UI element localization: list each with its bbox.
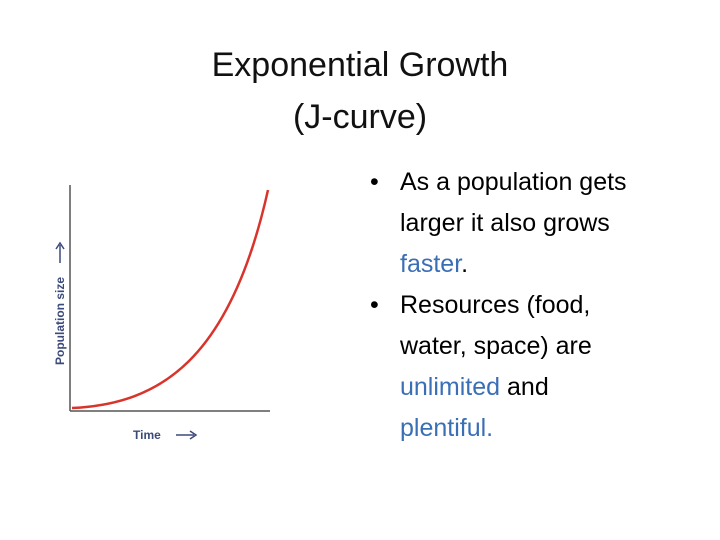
x-arrow-head	[189, 430, 198, 440]
y-arrow-head	[55, 241, 65, 250]
bullet-text: .	[461, 250, 469, 278]
figure: Population size Time	[53, 185, 270, 442]
bullet-text: Resources (food, water, space) are	[400, 291, 592, 360]
bullet-text: As a population gets larger it also grow…	[400, 168, 627, 237]
y-axis-label: Population size	[53, 277, 67, 365]
bullet-text: unlimited	[400, 373, 501, 401]
x-axis-label: Time	[133, 428, 161, 442]
title-line: Exponential Growth	[211, 46, 509, 84]
bullet-list: As a population gets larger it also grow…	[370, 162, 640, 449]
bullet: As a population gets larger it also grow…	[370, 162, 640, 285]
bullet-text: faster	[400, 250, 462, 278]
title-line: (J-curve)	[292, 98, 428, 136]
bullet-text: and	[500, 373, 549, 401]
j-curve	[71, 189, 270, 410]
bullet: Resources (food, water, space) are unlim…	[370, 285, 640, 449]
bullet-text: plentiful.	[400, 414, 494, 442]
